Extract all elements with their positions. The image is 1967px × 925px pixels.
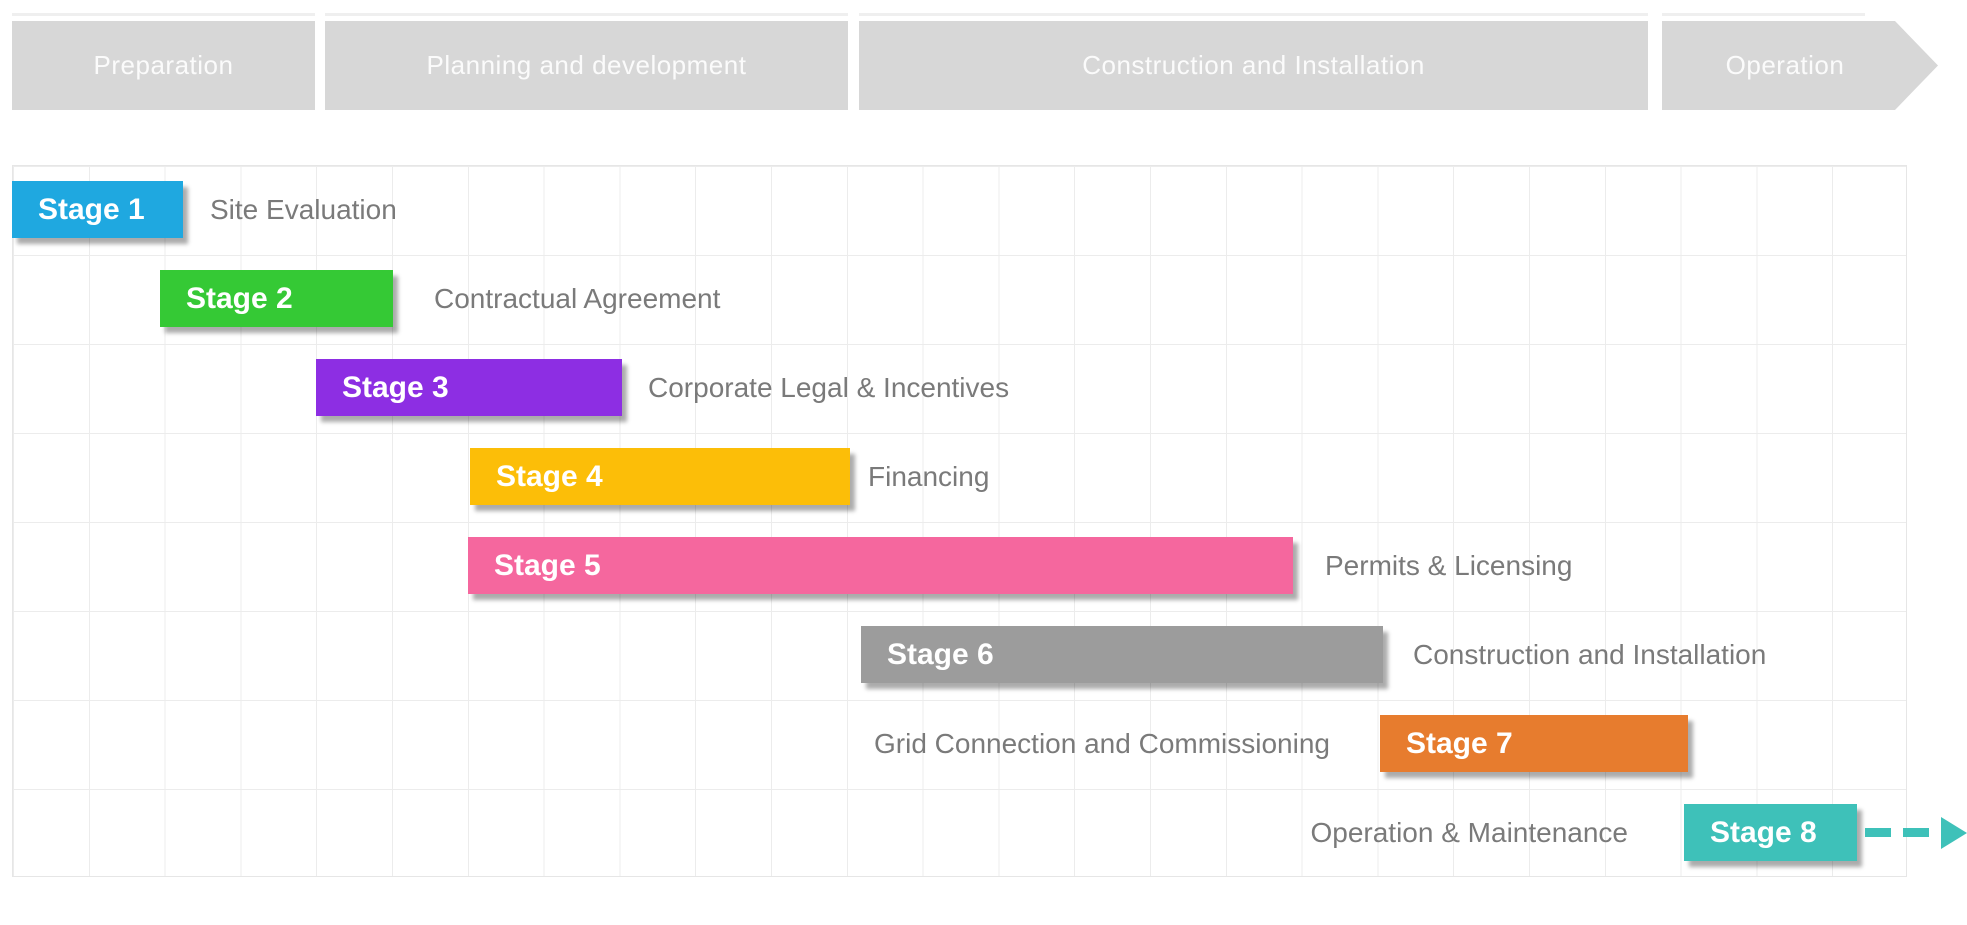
phase-top-edge-line xyxy=(12,13,315,16)
phase-label: Operation xyxy=(1725,50,1845,80)
phase-label: Construction and Installation xyxy=(1082,50,1425,80)
stage-description: Site Evaluation xyxy=(210,194,397,225)
stage-bar-7: Stage 7 xyxy=(1380,715,1688,772)
stage-bar-label: Stage 2 xyxy=(186,281,293,315)
stage-description: Operation & Maintenance xyxy=(1310,817,1628,848)
stage-bar-label: Stage 4 xyxy=(496,459,603,493)
stage-description: Corporate Legal & Incentives xyxy=(648,372,1010,403)
stage-description: Contractual Agreement xyxy=(434,283,721,314)
stage-bar-label: Stage 5 xyxy=(494,548,601,582)
stage-description: Construction and Installation xyxy=(1413,639,1767,670)
stage-bar-label: Stage 3 xyxy=(342,370,449,404)
stage-bar-2: Stage 2 xyxy=(160,270,393,327)
stage-bar-8: Stage 8 xyxy=(1684,804,1857,861)
stage-description: Financing xyxy=(868,461,990,492)
phase-label: Preparation xyxy=(93,50,234,80)
phase-top-edge-line xyxy=(859,13,1648,16)
phase-label: Planning and development xyxy=(426,50,747,80)
phase-box-4-arrow: Operation xyxy=(1662,21,1938,110)
phase-box-2: Planning and development xyxy=(325,21,848,110)
stage-bar-label: Stage 8 xyxy=(1710,815,1817,849)
stage-bar-label: Stage 1 xyxy=(38,192,145,226)
stage-bar-label: Stage 7 xyxy=(1406,726,1513,760)
trailing-dash xyxy=(1903,828,1929,837)
stage-description: Permits & Licensing xyxy=(1325,550,1573,581)
trailing-arrowhead-icon xyxy=(1941,816,1967,849)
trailing-dash xyxy=(1865,828,1891,837)
stage-bar-6: Stage 6 xyxy=(861,626,1383,683)
stage-bar-1: Stage 1 xyxy=(12,181,183,238)
stage-bar-5: Stage 5 xyxy=(468,537,1293,594)
stage-bar-4: Stage 4 xyxy=(470,448,850,505)
stage-bar-3: Stage 3 xyxy=(316,359,622,416)
phase-top-edge-line xyxy=(325,13,848,16)
stage-bar-label: Stage 6 xyxy=(887,637,994,671)
phase-box-3: Construction and Installation xyxy=(859,21,1648,110)
phase-box-1: Preparation xyxy=(12,21,315,110)
stage-description: Grid Connection and Commissioning xyxy=(874,728,1330,759)
phase-top-edge-line xyxy=(1662,13,1865,16)
